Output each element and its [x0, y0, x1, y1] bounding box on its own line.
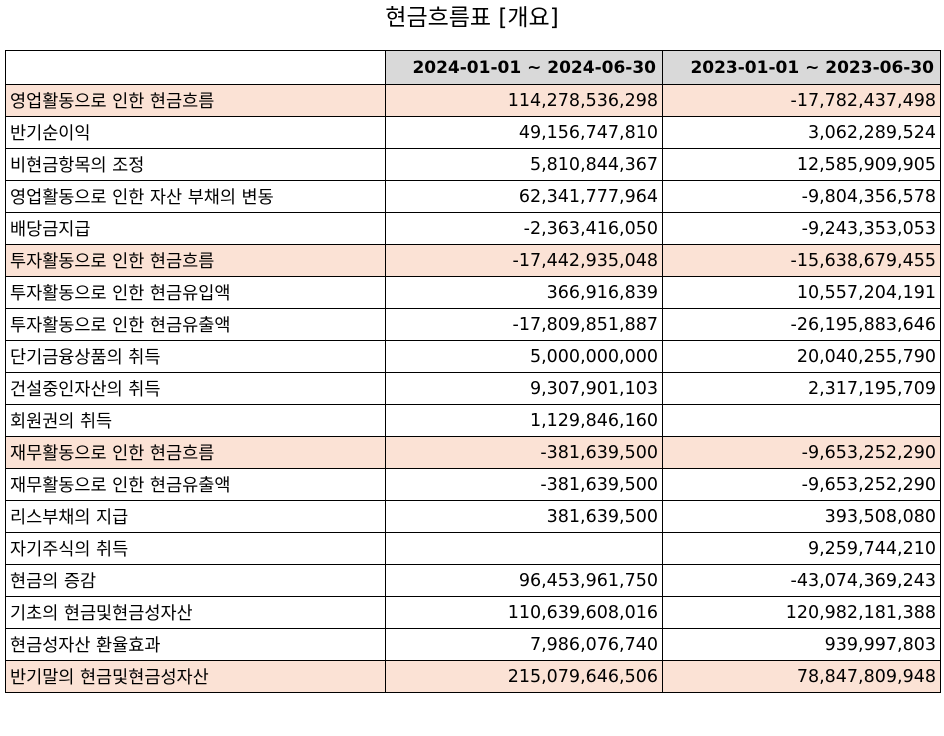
table-row: 비현금항목의 조정 5,810,844,367 12,585,909,905 [5, 148, 941, 181]
table-row: 영업활동으로 인한 현금흐름 114,278,536,298 -17,782,4… [5, 84, 941, 117]
row-value-2023: -9,804,356,578 [662, 180, 941, 213]
row-value-2023: -15,638,679,455 [662, 244, 941, 277]
row-value-2023: -9,243,353,053 [662, 212, 941, 245]
row-value-2023: 9,259,744,210 [662, 532, 941, 565]
table-row: 투자활동으로 인한 현금유출액 -17,809,851,887 -26,195,… [5, 308, 941, 341]
row-label: 영업활동으로 인한 현금흐름 [5, 84, 386, 117]
table-row: 현금성자산 환율효과 7,986,076,740 939,997,803 [5, 628, 941, 661]
row-label: 반기순이익 [5, 116, 386, 149]
table-row: 영업활동으로 인한 자산 부채의 변동 62,341,777,964 -9,80… [5, 180, 941, 213]
row-label: 재무활동으로 인한 현금유출액 [5, 468, 386, 501]
row-label: 자기주식의 취득 [5, 532, 386, 565]
table-row: 재무활동으로 인한 현금유출액 -381,639,500 -9,653,252,… [5, 468, 941, 501]
row-label: 기초의 현금및현금성자산 [5, 596, 386, 629]
table-row: 회원권의 취득 1,129,846,160 [5, 404, 941, 437]
row-value-2023: 78,847,809,948 [662, 660, 941, 693]
row-value-2023: -26,195,883,646 [662, 308, 941, 341]
table-row: 기초의 현금및현금성자산 110,639,608,016 120,982,181… [5, 596, 941, 629]
cash-flow-table: 2024-01-01 ~ 2024-06-30 2023-01-01 ~ 202… [5, 50, 941, 693]
row-label: 투자활동으로 인한 현금유출액 [5, 308, 386, 341]
row-label: 현금의 증감 [5, 564, 386, 597]
row-label: 투자활동으로 인한 현금흐름 [5, 244, 386, 277]
row-label: 리스부채의 지급 [5, 500, 386, 533]
row-label: 현금성자산 환율효과 [5, 628, 386, 661]
row-value-2024: 1,129,846,160 [385, 404, 663, 437]
header-row: 2024-01-01 ~ 2024-06-30 2023-01-01 ~ 202… [5, 50, 941, 85]
table-row: 현금의 증감 96,453,961,750 -43,074,369,243 [5, 564, 941, 597]
row-label: 비현금항목의 조정 [5, 148, 386, 181]
header-period-2024: 2024-01-01 ~ 2024-06-30 [385, 50, 663, 85]
row-value-2024: 5,810,844,367 [385, 148, 663, 181]
table-row: 재무활동으로 인한 현금흐름 -381,639,500 -9,653,252,2… [5, 436, 941, 469]
row-value-2023: -9,653,252,290 [662, 468, 941, 501]
table-row: 단기금융상품의 취득 5,000,000,000 20,040,255,790 [5, 340, 941, 373]
row-value-2024: -2,363,416,050 [385, 212, 663, 245]
row-label: 영업활동으로 인한 자산 부채의 변동 [5, 180, 386, 213]
row-label: 단기금융상품의 취득 [5, 340, 386, 373]
row-value-2023: -43,074,369,243 [662, 564, 941, 597]
row-value-2023: 120,982,181,388 [662, 596, 941, 629]
row-value-2024: 366,916,839 [385, 276, 663, 309]
table-row: 배당금지급 -2,363,416,050 -9,243,353,053 [5, 212, 941, 245]
table-row: 반기말의 현금및현금성자산 215,079,646,506 78,847,809… [5, 660, 941, 693]
table-row: 자기주식의 취득 9,259,744,210 [5, 532, 941, 565]
row-label: 반기말의 현금및현금성자산 [5, 660, 386, 693]
row-value-2024: 9,307,901,103 [385, 372, 663, 405]
row-value-2023: 2,317,195,709 [662, 372, 941, 405]
row-value-2024: 7,986,076,740 [385, 628, 663, 661]
row-value-2023: 20,040,255,790 [662, 340, 941, 373]
header-blank-cell [5, 50, 386, 85]
row-value-2024: 114,278,536,298 [385, 84, 663, 117]
row-label: 건설중인자산의 취득 [5, 372, 386, 405]
row-label: 회원권의 취득 [5, 404, 386, 437]
row-value-2023: -17,782,437,498 [662, 84, 941, 117]
row-label: 투자활동으로 인한 현금유입액 [5, 276, 386, 309]
row-value-2024: 110,639,608,016 [385, 596, 663, 629]
row-value-2023: 12,585,909,905 [662, 148, 941, 181]
table-row: 투자활동으로 인한 현금흐름 -17,442,935,048 -15,638,6… [5, 244, 941, 277]
row-value-2024: 5,000,000,000 [385, 340, 663, 373]
row-value-2024: -381,639,500 [385, 468, 663, 501]
row-label: 배당금지급 [5, 212, 386, 245]
row-value-2024 [385, 532, 663, 565]
table-row: 반기순이익 49,156,747,810 3,062,289,524 [5, 116, 941, 149]
row-label: 재무활동으로 인한 현금흐름 [5, 436, 386, 469]
table-row: 투자활동으로 인한 현금유입액 366,916,839 10,557,204,1… [5, 276, 941, 309]
row-value-2024: 215,079,646,506 [385, 660, 663, 693]
row-value-2023: 393,508,080 [662, 500, 941, 533]
row-value-2023: 10,557,204,191 [662, 276, 941, 309]
table-row: 리스부채의 지급 381,639,500 393,508,080 [5, 500, 941, 533]
row-value-2024: -381,639,500 [385, 436, 663, 469]
row-value-2023: 3,062,289,524 [662, 116, 941, 149]
row-value-2023 [662, 404, 941, 437]
row-value-2024: -17,809,851,887 [385, 308, 663, 341]
row-value-2023: -9,653,252,290 [662, 436, 941, 469]
row-value-2024: 62,341,777,964 [385, 180, 663, 213]
row-value-2024: 381,639,500 [385, 500, 663, 533]
row-value-2024: 49,156,747,810 [385, 116, 663, 149]
page-title: 현금흐름표 [개요] [385, 5, 559, 31]
row-value-2024: -17,442,935,048 [385, 244, 663, 277]
table-row: 건설중인자산의 취득 9,307,901,103 2,317,195,709 [5, 372, 941, 405]
row-value-2023: 939,997,803 [662, 628, 941, 661]
header-period-2023: 2023-01-01 ~ 2023-06-30 [662, 50, 941, 85]
row-value-2024: 96,453,961,750 [385, 564, 663, 597]
